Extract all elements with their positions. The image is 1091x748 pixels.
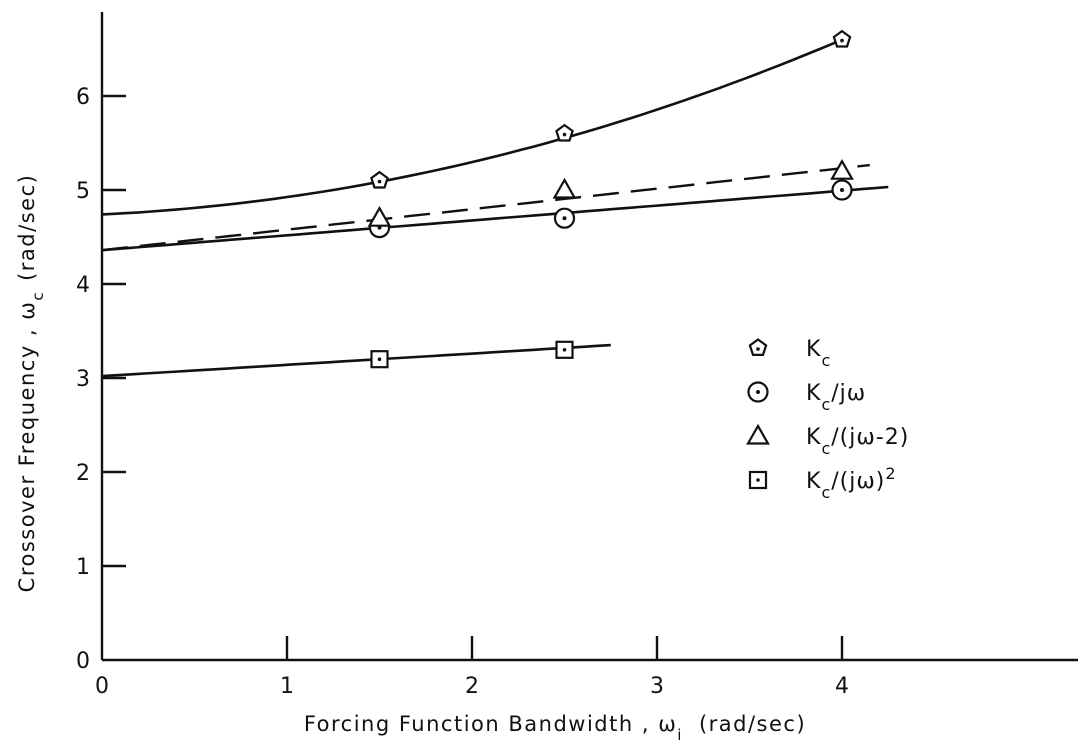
x-tick-label: 0 <box>95 674 109 699</box>
x-axis-title: Forcing Function Bandwidth , ωi (rad/sec) <box>304 712 806 744</box>
legend-label-superscript: 2 <box>885 464 896 483</box>
legend-marker-2 <box>746 423 770 445</box>
series-1-fit-line <box>101 185 889 252</box>
legend-marker-0 <box>748 338 768 356</box>
legend-label-main: K <box>806 425 821 450</box>
series-3-point <box>555 340 574 359</box>
x-axis-title-main: Forcing Function Bandwidth , ω <box>304 712 677 736</box>
x-tick-label: 1 <box>280 674 294 699</box>
y-axis-title-main: Crossover Frequency , ω <box>15 301 39 593</box>
series-0-point <box>370 170 389 189</box>
series-2-point <box>367 205 392 227</box>
legend-label-tail: /(jω) <box>831 469 885 494</box>
legend-label-subscript: c <box>821 483 831 502</box>
legend-marker-1 <box>747 381 769 403</box>
y-tick-label: 5 <box>76 179 90 204</box>
series-1-point <box>831 179 853 201</box>
y-axis-title: Crossover Frequency , ωc (rad/sec) <box>15 174 47 593</box>
legend-item: Kc <box>748 337 831 370</box>
series-2-fit-line <box>101 163 870 252</box>
y-tick-label: 6 <box>76 85 90 110</box>
legend-label-subscript: c <box>821 439 831 458</box>
series-0-point <box>832 29 852 48</box>
legend-item: Kc/jω <box>747 381 866 414</box>
y-tick-label: 3 <box>76 367 90 392</box>
legend-item: Kc/(jω-2) <box>746 423 909 458</box>
series-0-fit-line <box>101 38 843 216</box>
y-axis-title-unit: (rad/sec) <box>15 174 39 281</box>
y-tick-label: 2 <box>76 461 90 486</box>
x-tick-label: 4 <box>835 674 849 699</box>
series-0-point <box>555 123 574 142</box>
y-tick-label: 0 <box>76 649 90 674</box>
legend-label: Kc/(jω-2) <box>806 425 909 458</box>
axes: 0 1 2 3 4 5 6 0 1 2 3 4 <box>76 12 1078 699</box>
fit-lines <box>101 38 889 378</box>
legend-label-tail: /jω <box>831 381 866 406</box>
x-tick-label: 2 <box>465 674 479 699</box>
legend-label-subscript: c <box>821 395 831 414</box>
series-2-point <box>552 177 577 199</box>
y-tick-label: 4 <box>76 273 90 298</box>
data-markers <box>367 29 854 369</box>
legend-label-main: K <box>806 469 821 494</box>
legend-label: Kc/(jω)2 <box>806 464 897 502</box>
x-axis-ticks: 0 1 2 3 4 <box>95 636 849 699</box>
series-2-point <box>830 158 854 180</box>
y-tick-label: 1 <box>76 555 90 580</box>
x-axis-title-subscript: i <box>677 726 683 744</box>
legend-label-tail: /(jω-2) <box>831 425 909 450</box>
legend-marker-3 <box>748 470 768 490</box>
legend-label-subscript: c <box>821 351 831 370</box>
x-axis-title-unit: (rad/sec) <box>699 712 806 736</box>
y-axis-ticks: 0 1 2 3 4 5 6 <box>76 85 126 674</box>
legend-item: Kc/(jω)2 <box>748 464 897 502</box>
series-3-fit-line <box>101 343 611 378</box>
series-3-point <box>370 350 389 369</box>
legend-label-main: K <box>806 337 821 362</box>
y-axis-title-subscript: c <box>29 291 47 301</box>
legend-label: Kc/jω <box>806 381 866 414</box>
x-tick-label: 3 <box>650 674 664 699</box>
series-1-point <box>553 207 576 229</box>
legend-label-main: K <box>806 381 821 406</box>
legend-label: Kc <box>806 337 831 370</box>
